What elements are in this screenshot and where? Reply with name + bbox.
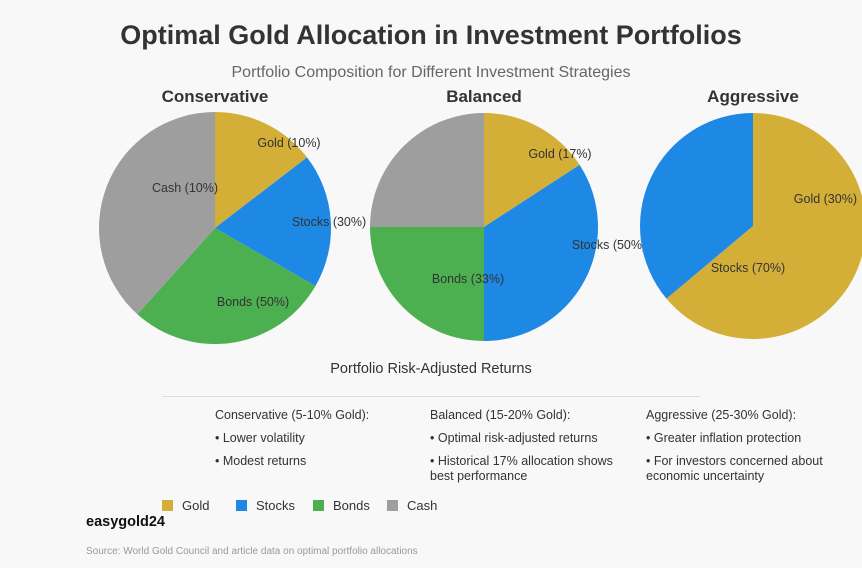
pie-charts: Gold (10%) Stocks (30%) Bonds (50%) Cash (1… (99, 112, 862, 345)
pie-slice-aggressive-gold (666, 113, 862, 339)
pie-slice-balanced-stocks (484, 164, 598, 341)
column-heading: Aggressive (25-30% Gold): (646, 408, 797, 422)
legend-label: Bonds (333, 498, 370, 513)
slice-label-bonds: Bonds (50%) (217, 295, 289, 309)
slice-label-bonds: Bonds (33%) (432, 272, 504, 286)
pie-title-aggressive: Aggressive (707, 87, 799, 106)
bullet: • Greater inflation protection (646, 431, 802, 445)
legend-swatch (387, 500, 398, 511)
column-heading: Conservative (5-10% Gold): (215, 408, 370, 422)
slice-label-gold: Gold (17%) (528, 147, 591, 161)
slice-label-cash: Cash (10%) (152, 181, 218, 195)
bullet: • Optimal risk-adjusted returns (430, 431, 598, 445)
pie-title-balanced: Balanced (446, 87, 522, 106)
slice-label-stocks: Stocks (30%) (292, 215, 366, 229)
pie-slice-conservative-cash (99, 112, 215, 315)
pie-slice-balanced-cash (370, 113, 484, 227)
slice-label-stocks: Stocks (70%) (711, 261, 785, 275)
legend-stocks: Stocks (236, 498, 295, 513)
legend-gold: Gold (162, 498, 209, 513)
bullet: • For investors concerned about economic… (646, 454, 823, 483)
pie-slice-conservative-bonds (137, 228, 316, 345)
returns-title: Portfolio Risk-Adjusted Returns (330, 361, 532, 377)
bullet: • Modest returns (215, 454, 307, 468)
legend-cash: Cash (387, 498, 437, 513)
bullet: • Lower volatility (215, 431, 305, 445)
pie-slice-conservative-gold (215, 112, 308, 228)
slice-label-gold: Gold (10%) (257, 136, 320, 150)
source-note: Source: World Gold Council and article d… (86, 546, 418, 557)
slice-label-stocks: Stocks (50%) (572, 238, 646, 252)
bullet: • Historical 17% allocation shows best p… (430, 454, 613, 483)
legend-swatch (313, 500, 324, 511)
pie-slice-balanced-gold (484, 113, 580, 227)
brand-logo: easygold24 (86, 514, 165, 530)
legend-label: Stocks (256, 498, 296, 513)
chart-subtitle: Portfolio Composition for Different Inve… (231, 64, 631, 81)
pie-slice-aggressive-stocks (639, 113, 753, 299)
legend-label: Cash (407, 498, 438, 513)
legend-bonds: Bonds (313, 498, 370, 513)
pie-slice-conservative-stocks (215, 157, 332, 286)
pie-title-conservative: Conservative (161, 87, 269, 106)
slice-label-gold: Gold (30%) (794, 192, 857, 206)
legend-swatch (162, 500, 173, 511)
legend-swatch (236, 500, 247, 511)
column-heading: Balanced (15-20% Gold): (430, 408, 571, 422)
divider (162, 396, 700, 397)
pie-slice-balanced-bonds (370, 227, 484, 341)
chart-title: Optimal Gold Allocation in Investment Po… (120, 20, 742, 50)
legend-label: Gold (182, 498, 210, 513)
